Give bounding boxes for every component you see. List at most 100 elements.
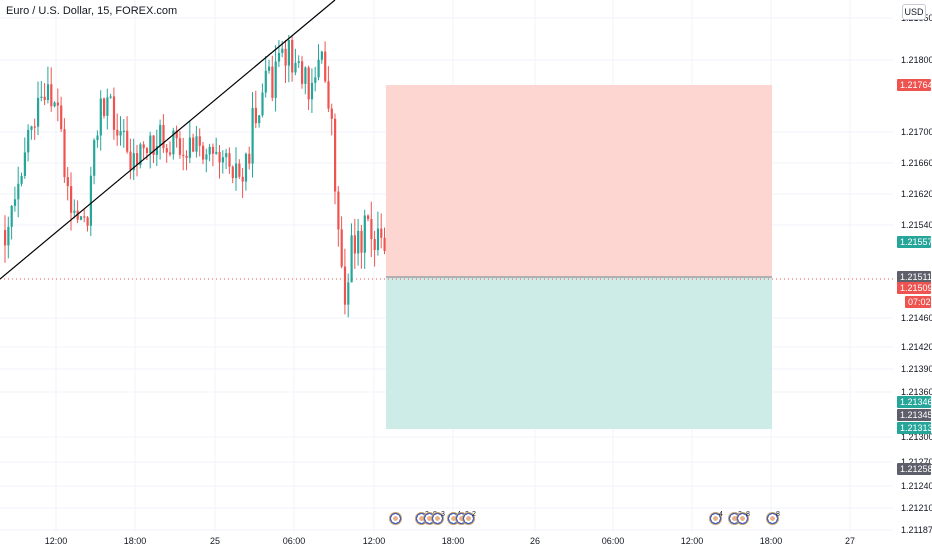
candle-body — [281, 48, 284, 54]
candle-body — [30, 126, 33, 130]
take-profit-zone — [386, 277, 772, 429]
candle-body — [347, 282, 350, 305]
candle-body — [79, 216, 83, 220]
candle-body — [178, 138, 182, 155]
price-tag — [905, 296, 931, 308]
candle-body — [380, 228, 383, 238]
candle-body — [218, 151, 221, 163]
candle-body — [304, 67, 307, 84]
price-tag-label: 1.21313 — [900, 423, 932, 433]
candle-body — [37, 97, 40, 127]
candle-body — [132, 153, 135, 171]
x-tick-label: 18:00 — [442, 536, 465, 546]
x-tick-label: 06:00 — [602, 536, 625, 546]
y-tick-label: 1.21700 — [901, 127, 932, 137]
flag-icon[interactable] — [736, 512, 749, 525]
event-count: 8 — [776, 511, 780, 518]
candle-body — [96, 135, 99, 141]
flag-icon[interactable] — [709, 512, 722, 525]
candle-body — [221, 157, 224, 163]
candle-body — [106, 97, 109, 116]
candle-body — [198, 136, 201, 146]
candle-body — [373, 239, 376, 250]
candle-body — [7, 226, 10, 246]
candle-body — [152, 135, 155, 155]
candle-body — [99, 98, 102, 136]
candle-body — [93, 140, 96, 176]
candle-body — [89, 175, 92, 226]
price-tag — [897, 463, 931, 475]
candle-body — [324, 51, 327, 82]
candle-body — [238, 163, 241, 177]
candle-body — [155, 146, 158, 155]
candle-body — [337, 191, 340, 230]
price-tag-label: 1.21258 — [900, 464, 932, 474]
candle-body — [320, 51, 323, 60]
candle-body — [330, 108, 333, 119]
candle-body — [182, 154, 185, 157]
candle-body — [145, 148, 149, 154]
candle-body — [231, 166, 234, 179]
price-tag-label: 07:02 — [908, 297, 931, 307]
candle-body — [261, 92, 264, 116]
candle-body — [50, 84, 53, 107]
candle-body — [360, 230, 363, 253]
price-tag — [897, 79, 931, 91]
candle-body — [241, 176, 244, 182]
candle-body — [66, 177, 69, 187]
x-tick-label: 06:00 — [283, 536, 306, 546]
candle-body — [20, 175, 23, 184]
candle-body — [248, 153, 251, 164]
candle-body — [244, 153, 248, 182]
y-tick-label: 1.21240 — [901, 481, 932, 491]
candle-body — [287, 40, 290, 66]
candle-body — [70, 186, 73, 213]
candle-body — [343, 266, 347, 305]
price-tag-label: 1.21557 — [900, 237, 932, 247]
candle-body — [126, 130, 129, 152]
price-tag-label: 1.21764 — [900, 80, 932, 90]
candle-body — [208, 146, 211, 155]
y-tick-label: 1.21800 — [901, 55, 932, 65]
x-tick-label: 26 — [530, 536, 540, 546]
candle-body — [251, 107, 254, 164]
y-tick-label: 1.21360 — [901, 387, 932, 397]
candle-body — [116, 129, 119, 136]
candle-body — [211, 146, 215, 154]
x-tick-label: 12:00 — [363, 536, 386, 546]
candle-body — [225, 153, 228, 158]
x-tick-label: 27 — [845, 536, 855, 546]
candle-body — [363, 215, 366, 253]
candle-body — [86, 217, 89, 226]
y-tick-label: 1.21210 — [901, 503, 932, 513]
candle-body — [53, 102, 56, 107]
candle-body — [301, 61, 304, 84]
price-tag — [897, 409, 931, 421]
flag-icon[interactable] — [766, 512, 779, 525]
candle-body — [383, 237, 386, 252]
candle-body — [314, 77, 317, 83]
flag-icon[interactable] — [462, 512, 475, 525]
x-tick-label: 18:00 — [124, 536, 147, 546]
candle-body — [367, 215, 370, 220]
x-tick-label: 12:00 — [681, 536, 704, 546]
flag-icon[interactable] — [389, 512, 402, 525]
candle-body — [33, 126, 36, 128]
candle-body — [46, 84, 50, 101]
candle-body — [215, 151, 218, 154]
currency-button[interactable]: USD — [902, 4, 926, 20]
candle-body — [192, 137, 195, 152]
price-tag-label: 1.21346 — [900, 397, 932, 407]
stop-loss-zone — [386, 85, 772, 277]
flag-icon[interactable] — [431, 512, 444, 525]
candle-body — [350, 235, 353, 283]
candle-body — [139, 144, 142, 165]
candle-body — [268, 66, 271, 71]
y-tick-label: 1.21187 — [901, 525, 932, 535]
price-tag — [897, 282, 931, 294]
candle-body — [172, 130, 175, 155]
y-tick-label: 1.21660 — [901, 158, 932, 168]
candle-body — [63, 129, 66, 178]
